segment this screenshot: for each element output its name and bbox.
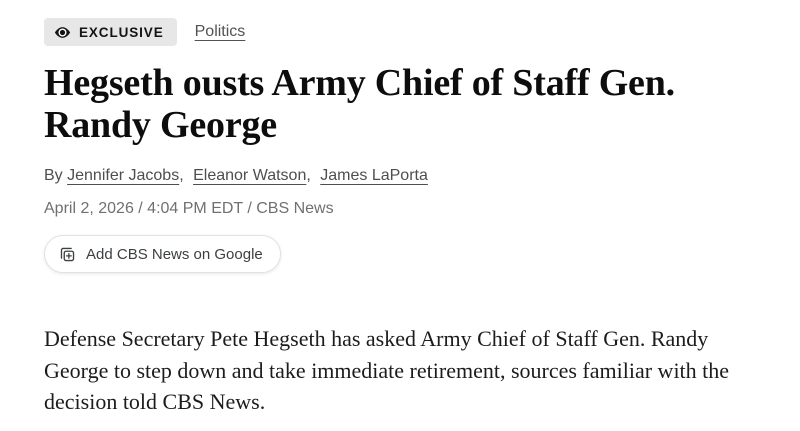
- add-to-google-icon: [58, 245, 77, 264]
- byline: By Jennifer Jacobs, Eleanor Watson, Jame…: [44, 166, 756, 186]
- article-body-paragraph: Defense Secretary Pete Hegseth has asked…: [44, 326, 730, 414]
- cbs-eye-icon: [54, 24, 71, 41]
- author-link[interactable]: Eleanor Watson: [193, 167, 307, 184]
- author-link[interactable]: James LaPorta: [320, 167, 428, 184]
- article-headline: Hegseth ousts Army Chief of Staff Gen. R…: [44, 62, 675, 146]
- author-link[interactable]: Jennifer Jacobs: [67, 167, 180, 184]
- article-kicker-row: EXCLUSIVE Politics: [44, 18, 756, 46]
- byline-separator: ,: [306, 167, 311, 184]
- dateline: April 2, 2026 / 4:04 PM EDT / CBS News: [44, 200, 334, 217]
- byline-prefix: By: [44, 167, 63, 184]
- category-link-politics[interactable]: Politics: [194, 23, 246, 40]
- exclusive-badge-label: EXCLUSIVE: [79, 24, 164, 40]
- exclusive-badge: EXCLUSIVE: [44, 18, 177, 46]
- byline-separator: ,: [179, 167, 184, 184]
- add-cbs-news-google-label: Add CBS News on Google: [86, 245, 263, 263]
- add-cbs-news-google-button[interactable]: Add CBS News on Google: [44, 235, 281, 273]
